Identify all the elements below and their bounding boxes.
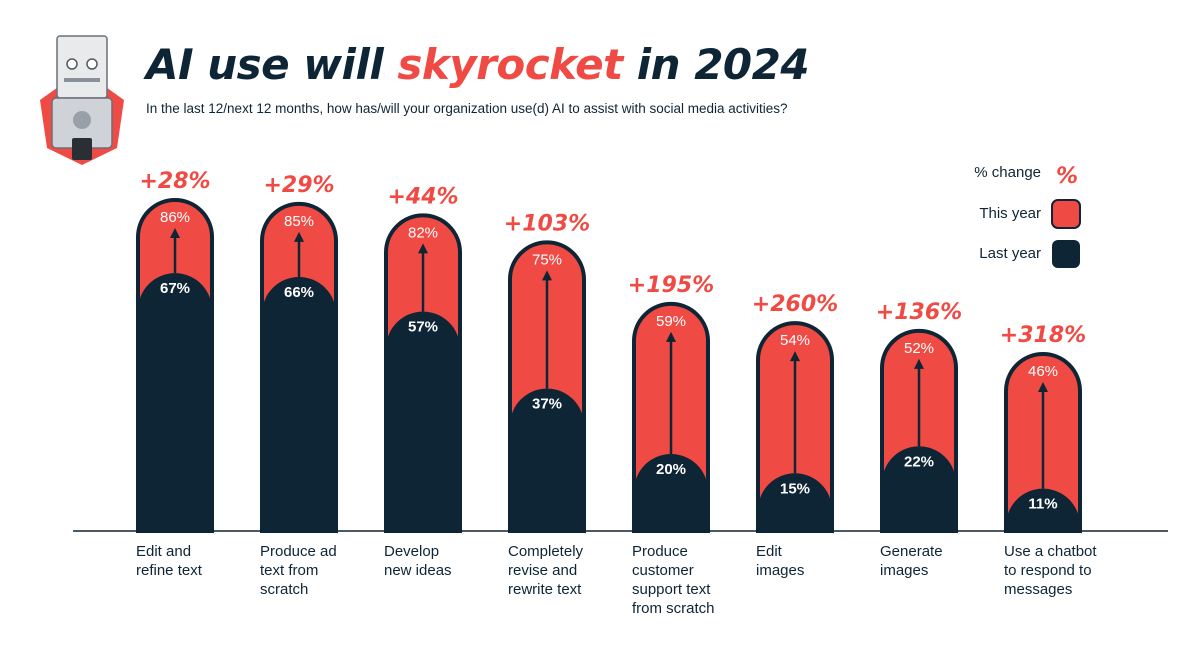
title-part-start: AI use will: [146, 40, 398, 89]
category-labels: Edit and refine text Produce ad text from sc…: [136, 543, 1097, 617]
category-label-line: revise and: [508, 562, 577, 579]
change-percent-label: +195%: [628, 273, 714, 298]
last-year-value-label: 11%: [1028, 496, 1057, 513]
robot-chest-dial: [73, 111, 91, 129]
category-label-line: images: [756, 562, 804, 579]
category-label-line: Edit and: [136, 543, 191, 560]
bar-last-year: [386, 311, 460, 531]
category-label-line: scratch: [260, 581, 308, 598]
change-arrow-head: [170, 228, 180, 238]
change-percent-label: +318%: [1000, 323, 1086, 348]
bar-last-year: [634, 454, 708, 531]
category-label-line: Edit: [756, 543, 783, 560]
last-year-value-label: 15%: [780, 480, 810, 497]
legend-last-year-label: Last year: [979, 245, 1041, 262]
change-arrow-head: [294, 231, 304, 242]
robot-leg: [72, 138, 92, 160]
bar-last-year: [758, 473, 832, 531]
legend-change-label: % change: [974, 164, 1041, 181]
category-label: Use a chatbot to respond to messages: [1004, 543, 1097, 598]
category-label: Generate images: [880, 543, 943, 579]
chart-subtitle: In the last 12/next 12 months, how has/w…: [146, 101, 788, 116]
bar-last-year: [138, 273, 212, 531]
title-part-end: in 2024: [622, 40, 810, 89]
bars-group: 86% 67% +28% 85% 66% +29% 82% 57% +44% 75% 37% +103…: [136, 169, 1086, 533]
change-percent-label: +260%: [752, 292, 838, 317]
change-percent-label: +44%: [387, 184, 458, 209]
last-year-value-label: 22%: [904, 453, 934, 470]
this-year-value-label: 86%: [160, 209, 190, 226]
legend-this-year-swatch: [1051, 199, 1081, 229]
category-label-line: Completely: [508, 543, 584, 560]
category-label-line: rewrite text: [508, 581, 582, 598]
robot-eye-right: [86, 58, 98, 70]
category-label-line: text from: [260, 562, 318, 579]
change-arrow-head: [542, 270, 552, 281]
chart-title: AI use will skyrocket in 2024: [146, 40, 810, 89]
change-percent-label: +29%: [263, 173, 334, 198]
bar-last-year: [262, 276, 336, 531]
change-percent-label: +103%: [504, 211, 590, 236]
last-year-value-label: 57%: [408, 319, 438, 336]
category-label-line: refine text: [136, 562, 203, 579]
category-label-line: Produce ad: [260, 543, 337, 560]
this-year-value-label: 54%: [780, 332, 810, 349]
robot-logo: [40, 35, 124, 165]
category-label-line: Use a chatbot: [1004, 543, 1097, 560]
change-arrow-head: [914, 358, 924, 369]
this-year-value-label: 52%: [904, 340, 934, 357]
bar-last-year: [882, 446, 956, 531]
title-highlight: skyrocket: [397, 40, 623, 89]
this-year-value-label: 82%: [408, 224, 438, 241]
bar-last-year: [1006, 488, 1080, 531]
category-label-line: customer: [632, 562, 694, 579]
category-label: Develop new ideas: [384, 543, 452, 579]
legend: % change % This year Last year: [974, 164, 1081, 268]
last-year-value-label: 67%: [160, 280, 190, 297]
category-label-line: new ideas: [384, 562, 452, 579]
change-percent-label: +136%: [876, 300, 962, 325]
legend-last-year-swatch: [1052, 240, 1080, 268]
legend-this-year-label: This year: [979, 205, 1041, 222]
category-label: Edit images: [756, 543, 804, 579]
category-label-line: from scratch: [632, 600, 715, 617]
category-label-line: Produce: [632, 543, 688, 560]
category-label-line: Generate: [880, 543, 943, 560]
last-year-value-label: 37%: [532, 396, 562, 413]
this-year-value-label: 75%: [532, 251, 562, 268]
last-year-value-label: 20%: [656, 461, 686, 478]
bar-last-year: [510, 388, 584, 531]
category-label-line: support text: [632, 581, 711, 598]
this-year-value-label: 46%: [1028, 363, 1058, 380]
category-label: Completely revise and rewrite text: [508, 543, 584, 598]
robot-mouth: [64, 78, 100, 82]
category-label-line: to respond to: [1004, 562, 1092, 579]
change-percent-label: +28%: [139, 169, 210, 194]
this-year-value-label: 59%: [656, 313, 686, 330]
category-label-line: Develop: [384, 543, 439, 560]
category-label-line: images: [880, 562, 928, 579]
category-label: Produce ad text from scratch: [260, 543, 337, 598]
change-arrow-head: [790, 351, 800, 362]
legend-change-symbol: %: [1056, 164, 1078, 189]
category-label: Edit and refine text: [136, 543, 203, 579]
change-arrow-head: [666, 331, 676, 342]
change-arrow-head: [1038, 381, 1048, 392]
category-label: Produce customer support text from scratch: [632, 543, 715, 617]
robot-eye-left: [66, 58, 78, 70]
category-label-line: messages: [1004, 581, 1072, 598]
this-year-value-label: 85%: [284, 213, 314, 230]
change-arrow-head: [418, 243, 428, 254]
last-year-value-label: 66%: [284, 284, 314, 301]
